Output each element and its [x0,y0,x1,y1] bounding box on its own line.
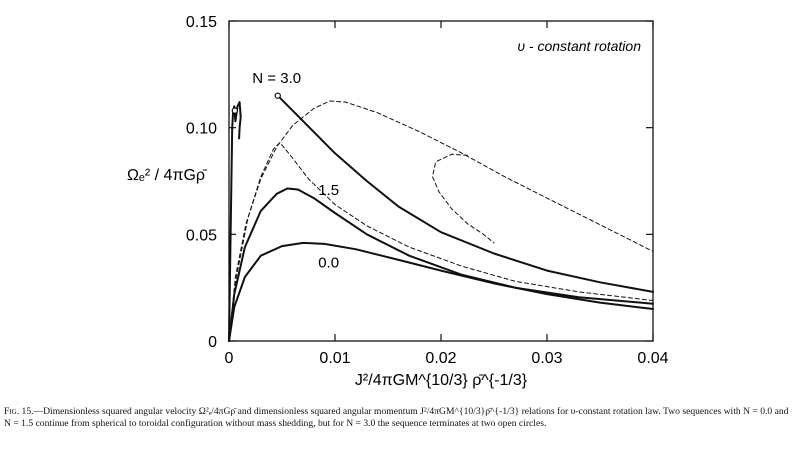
series-layer [228,92,654,342]
caption-text: —Dimensionless squared angular velocity … [4,406,789,429]
chart: 0 0.01 0.02 0.03 0.04 0 0.05 0.10 0.15 N = 3.0 1.… [127,14,669,389]
series-line-2 [276,94,654,293]
y-axis-label-text: Ωₑ² / 4πGρ̄ [127,167,208,184]
y-tick-label: 0.05 [186,227,217,244]
series-line-5 [432,153,495,244]
labels-layer: N = 3.0 1.5 0.0 [252,70,339,272]
series-label-1: 1.5 [318,182,339,199]
y-axis-label: Ωₑ² / 4πGρ̄ [127,167,208,184]
series-line-6 [228,101,242,342]
series-line-3 [228,100,654,342]
x-tick-label: 0 [225,350,234,367]
open-circle-1 [231,107,239,114]
y-tick-label: 0.15 [186,14,217,31]
x-tick-label: 0.04 [637,350,668,367]
series-line-4 [228,142,654,342]
x-tick-label: 0.03 [531,350,562,367]
x-tick-label: 0.01 [319,350,350,367]
axis-ticks: 0 0.01 0.02 0.03 0.04 0 0.05 0.10 0.15 [186,14,669,367]
caption-lead: Fig. 15. [4,406,34,417]
chart-annotation: υ - constant rotation [517,38,641,54]
y-tick-label: 0 [208,334,217,351]
y-tick-label: 0.10 [186,121,217,138]
figure-caption: Fig. 15.—Dimensionless squared angular v… [4,406,796,430]
series-label-0: N = 3.0 [252,70,301,87]
x-axis-label: J²/4πGM^{10/3} ρ̄^{-1/3} [355,372,528,389]
series-line-0 [228,241,654,342]
x-tick-label: 0.02 [425,350,456,367]
figure-panel: 0 0.01 0.02 0.03 0.04 0 0.05 0.10 0.15 N = 3.0 1.… [127,14,669,389]
open-circle-0 [274,92,281,99]
series-label-2: 0.0 [318,255,339,272]
series-line-1 [228,187,654,342]
